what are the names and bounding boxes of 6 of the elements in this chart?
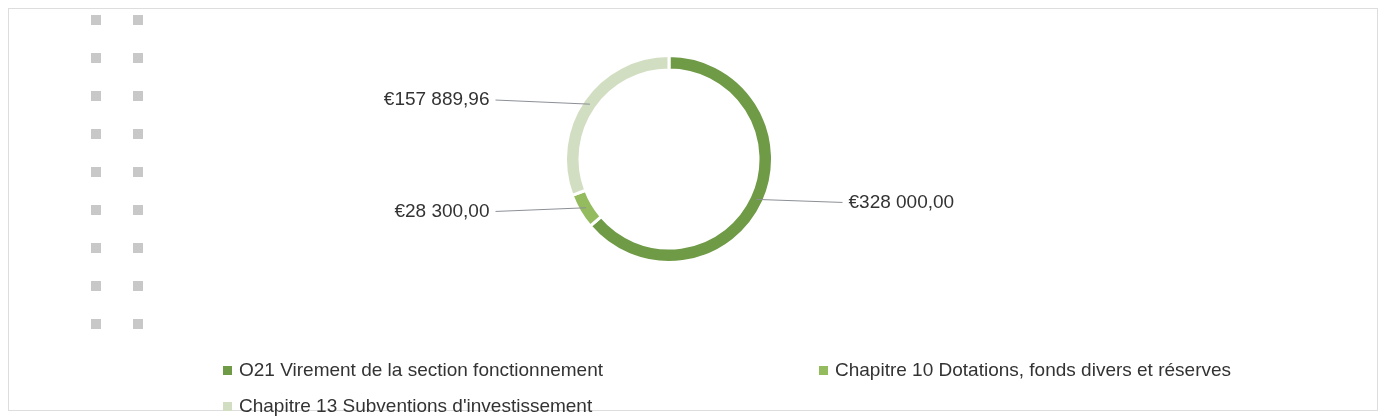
data-label: €157 889,96 [383,88,490,110]
legend-label: Chapitre 13 Subventions d'investissement [239,395,593,417]
data-label: €28 300,00 [394,199,490,221]
legend-label: O21 Virement de la section fonctionnement [239,359,604,381]
legend-label: Chapitre 10 Dotations, fonds divers et réserves [835,359,1232,381]
data-label: €328 000,00 [848,190,955,212]
